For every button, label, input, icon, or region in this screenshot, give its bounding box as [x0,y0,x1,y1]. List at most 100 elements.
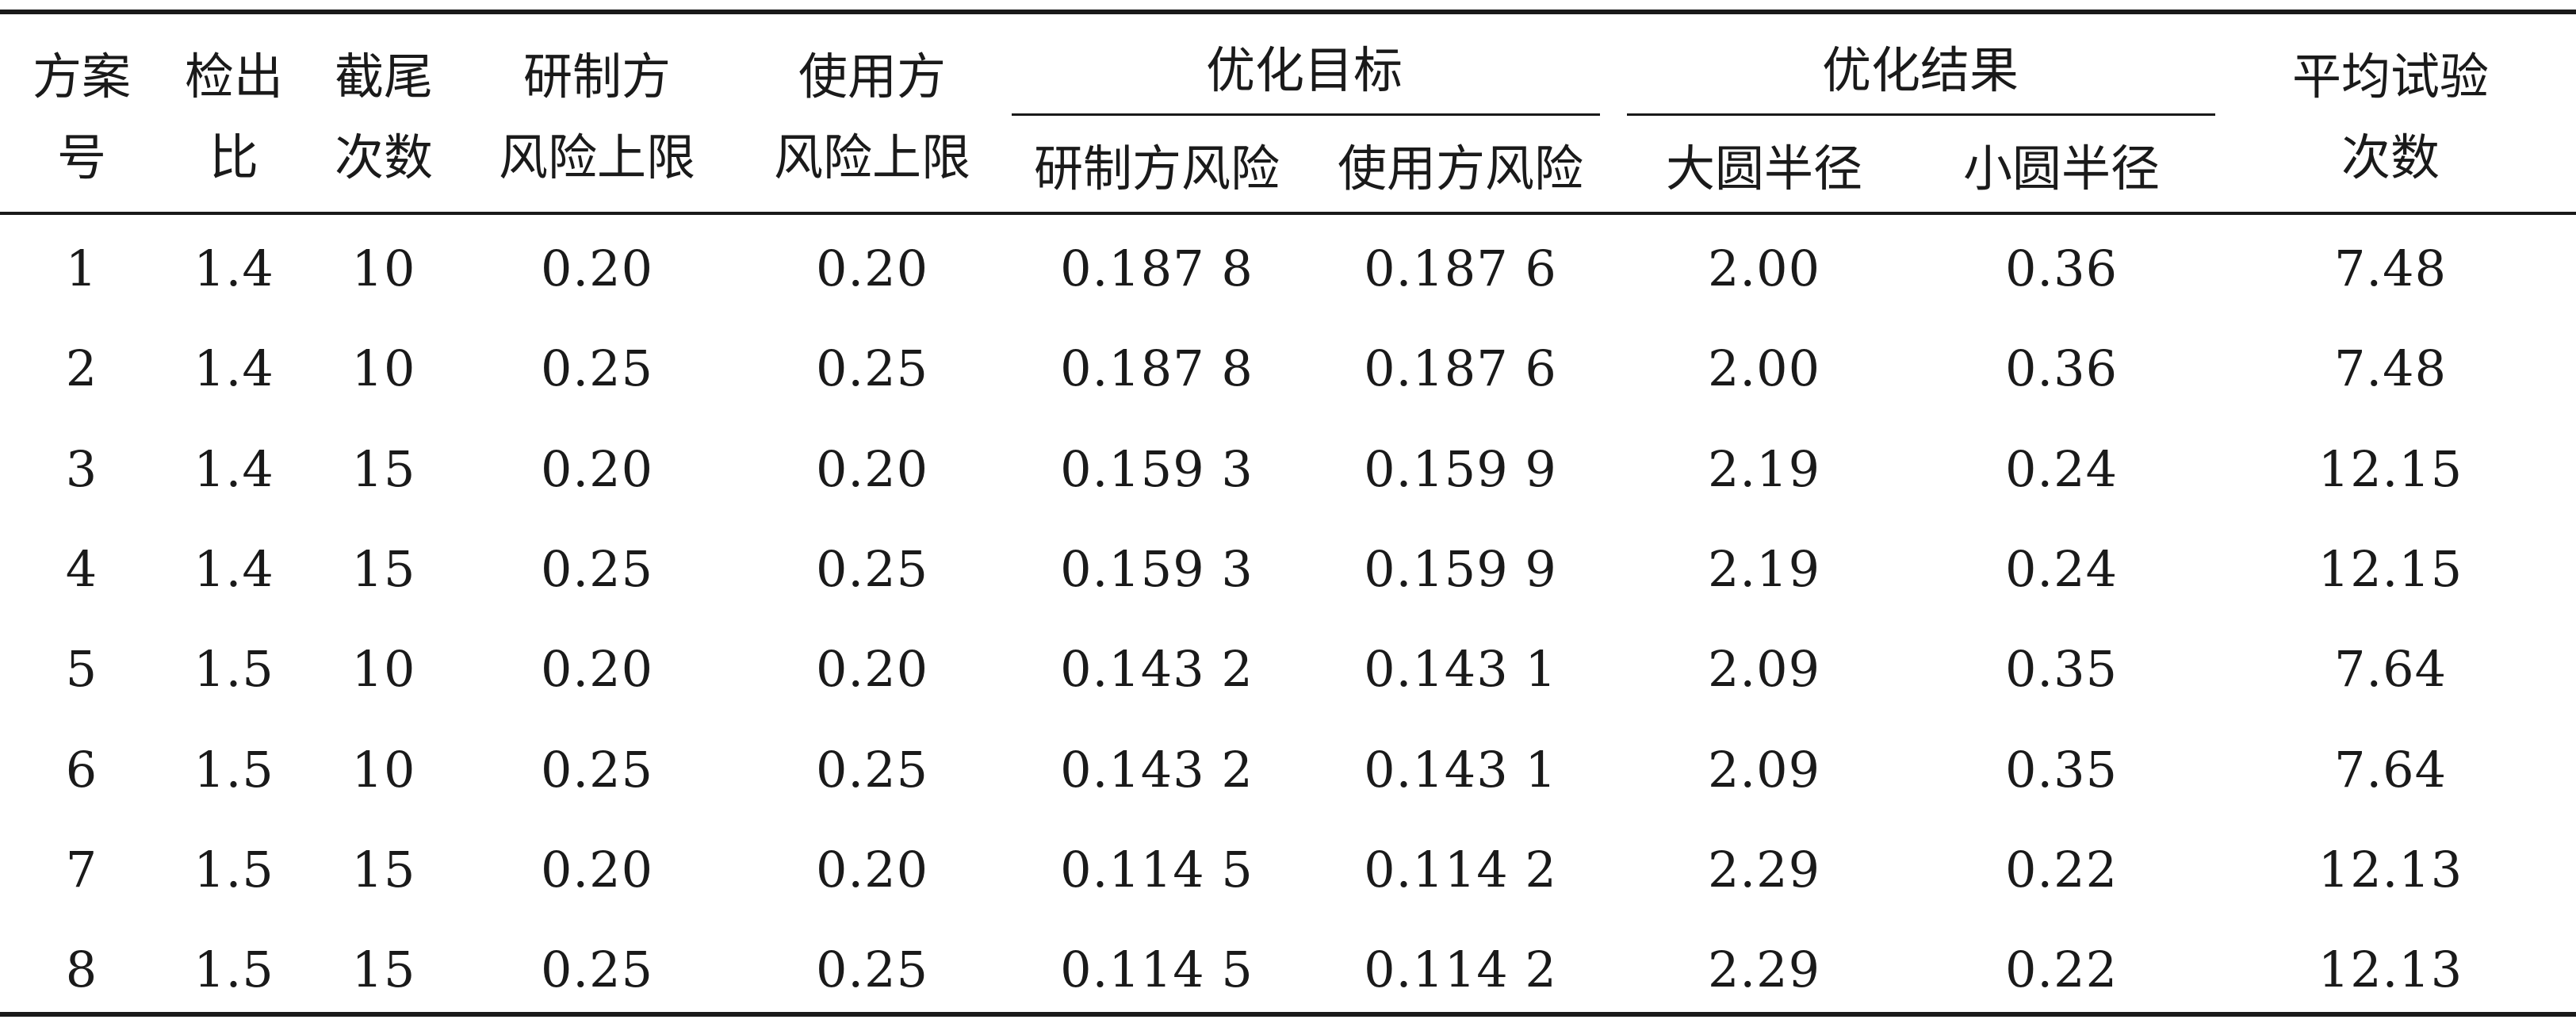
header-producer-risk-limit-line2: 风险上限 [498,128,696,186]
header-opt-target-consumer: 使用方风险 [1337,140,1584,197]
header-opt-result-large-radius: 大圆半径 [1665,140,1863,197]
cell-large-radius: 2.09 [1707,741,1821,799]
cell-small-radius: 0.22 [2004,941,2119,998]
cell-trunc-count: 10 [351,339,416,397]
header-trunc-count-line2: 次数 [334,128,434,186]
cell-plan-no: 6 [65,741,98,799]
cell-small-radius: 0.24 [2004,440,2119,498]
cell-consumer-risk-limit: 0.20 [815,440,929,498]
header-opt-target: 优化目标 [1205,41,1403,99]
cell-plan-no: 3 [65,440,98,498]
cell-plan-no: 8 [65,941,98,998]
cell-consumer-risk-limit: 0.25 [815,339,929,397]
header-avg-trials-line1: 平均试验 [2291,48,2490,105]
header-plan-no-line2: 号 [56,128,107,186]
header-consumer-risk-limit-line2: 风险上限 [773,128,971,186]
cell-producer-risk-limit: 0.25 [540,339,654,397]
cell-avg-trials: 7.64 [2333,640,2448,698]
cell-opt-consumer-risk: 0.187 6 [1364,240,1557,297]
cell-opt-producer-risk: 0.114 5 [1060,841,1254,899]
cell-opt-producer-risk: 0.187 8 [1060,339,1254,397]
cell-large-radius: 2.19 [1707,540,1821,598]
header-trunc-count-line1: 截尾 [334,48,434,105]
cell-opt-consumer-risk: 0.159 9 [1364,540,1557,598]
cell-small-radius: 0.24 [2004,540,2119,598]
cell-detect-ratio: 1.5 [193,841,274,899]
cell-opt-producer-risk: 0.143 2 [1060,741,1254,799]
header-opt-result: 优化结果 [1821,41,2019,99]
cell-producer-risk-limit: 0.20 [540,240,654,297]
cell-opt-producer-risk: 0.159 3 [1060,440,1254,498]
cell-large-radius: 2.29 [1707,941,1821,998]
cell-opt-consumer-risk: 0.143 1 [1364,640,1557,698]
cell-detect-ratio: 1.5 [193,640,274,698]
cell-small-radius: 0.36 [2004,339,2119,397]
cell-small-radius: 0.35 [2004,640,2119,698]
cell-producer-risk-limit: 0.20 [540,841,654,899]
cell-detect-ratio: 1.4 [193,339,274,397]
cell-large-radius: 2.09 [1707,640,1821,698]
cell-plan-no: 7 [65,841,98,899]
cell-detect-ratio: 1.4 [193,440,274,498]
cell-consumer-risk-limit: 0.25 [815,540,929,598]
cell-opt-consumer-risk: 0.143 1 [1364,741,1557,799]
cell-plan-no: 1 [65,240,98,297]
cell-opt-producer-risk: 0.187 8 [1060,240,1254,297]
cell-trunc-count: 10 [351,741,416,799]
header-consumer-risk-limit-line1: 使用方 [798,48,947,105]
header-opt-result-small-radius: 小圆半径 [1962,140,2161,197]
cell-plan-no: 2 [65,339,98,397]
header-detect-ratio-line2: 比 [209,128,259,186]
cell-large-radius: 2.00 [1707,339,1821,397]
cell-consumer-risk-limit: 0.20 [815,240,929,297]
cell-avg-trials: 7.64 [2333,741,2448,799]
cell-producer-risk-limit: 0.25 [540,741,654,799]
header-detect-ratio-line1: 检出 [184,48,284,105]
cell-detect-ratio: 1.4 [193,240,274,297]
header-plan-no-line1: 方案 [32,48,132,105]
cell-consumer-risk-limit: 0.20 [815,640,929,698]
cell-detect-ratio: 1.4 [193,540,274,598]
cell-consumer-risk-limit: 0.25 [815,941,929,998]
cell-producer-risk-limit: 0.20 [540,440,654,498]
cell-detect-ratio: 1.5 [193,741,274,799]
cell-opt-consumer-risk: 0.114 2 [1364,841,1557,899]
cell-consumer-risk-limit: 0.20 [815,841,929,899]
cell-plan-no: 5 [65,640,98,698]
cell-opt-producer-risk: 0.143 2 [1060,640,1254,698]
table-top-rule [0,10,2576,14]
cell-avg-trials: 12.15 [2318,440,2463,498]
cell-consumer-risk-limit: 0.25 [815,741,929,799]
cell-avg-trials: 7.48 [2333,339,2448,397]
cell-large-radius: 2.29 [1707,841,1821,899]
cell-opt-producer-risk: 0.159 3 [1060,540,1254,598]
cell-avg-trials: 12.15 [2318,540,2463,598]
cell-producer-risk-limit: 0.20 [540,640,654,698]
cell-large-radius: 2.00 [1707,240,1821,297]
cell-trunc-count: 15 [351,941,416,998]
cell-trunc-count: 10 [351,640,416,698]
table-header-rule [0,212,2576,215]
cell-trunc-count: 15 [351,440,416,498]
header-opt-target-producer: 研制方风险 [1033,140,1280,197]
cell-opt-consumer-risk: 0.187 6 [1364,339,1557,397]
cell-small-radius: 0.35 [2004,741,2119,799]
cell-trunc-count: 10 [351,240,416,297]
cell-small-radius: 0.22 [2004,841,2119,899]
cell-detect-ratio: 1.5 [193,941,274,998]
cell-large-radius: 2.19 [1707,440,1821,498]
header-producer-risk-limit-line1: 研制方 [522,48,672,105]
cell-opt-consumer-risk: 0.159 9 [1364,440,1557,498]
cell-producer-risk-limit: 0.25 [540,540,654,598]
cell-avg-trials: 12.13 [2318,941,2463,998]
cell-trunc-count: 15 [351,540,416,598]
header-avg-trials-line2: 次数 [2341,128,2440,186]
cell-small-radius: 0.36 [2004,240,2119,297]
cell-trunc-count: 15 [351,841,416,899]
cell-opt-producer-risk: 0.114 5 [1060,941,1254,998]
opt-target-underline [1012,113,1600,116]
cell-plan-no: 4 [65,540,98,598]
cell-avg-trials: 7.48 [2333,240,2448,297]
table-bottom-rule [0,1012,2576,1017]
cell-opt-consumer-risk: 0.114 2 [1364,941,1557,998]
